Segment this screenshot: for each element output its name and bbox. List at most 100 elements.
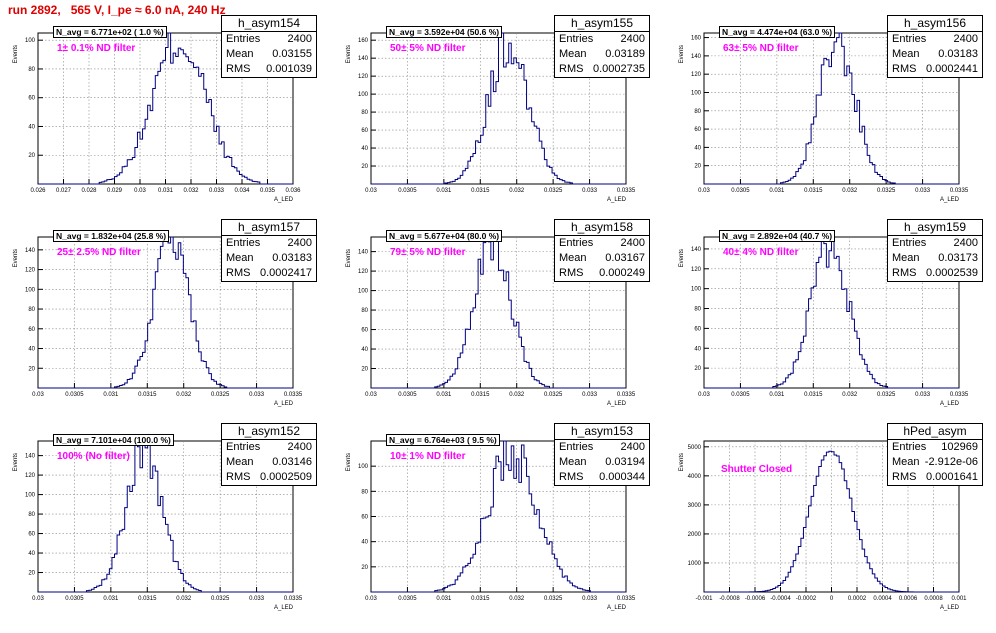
histogram-line — [704, 450, 959, 593]
x-tick-label: -0.0008 — [719, 596, 740, 602]
x-tick-label: 0.0335 — [284, 392, 303, 398]
x-tick-label: 0.029 — [107, 188, 123, 194]
y-tick-label: 20 — [694, 164, 701, 170]
stats-box: h_asym157 Entries 2400 Mean 0.03183 RMS 0.0002… — [221, 219, 317, 282]
histogram-name: h_asym154 — [222, 16, 316, 32]
stats-value: 0.000249 — [599, 267, 645, 279]
y-axis-title: Events — [13, 45, 19, 63]
x-tick-label: -0.001 — [695, 596, 713, 602]
x-tick-label: 0.0305 — [65, 392, 84, 398]
navg-label: N_avg = 6.764e+03 ( 9.5 %) — [386, 434, 500, 446]
stats-label: Mean — [559, 456, 587, 468]
y-tick-label: 60 — [28, 327, 35, 333]
stats-value: 0.0002441 — [926, 63, 978, 75]
stats-value: 0.03167 — [605, 252, 645, 264]
y-tick-label: 20 — [361, 164, 368, 170]
stats-label: Entries — [559, 237, 594, 249]
y-tick-label: 1000 — [688, 561, 702, 567]
stats-box: hPed_asym Entries 102969 Mean -2.912e-06 RMS 0… — [887, 423, 983, 486]
x-tick-label: 0.0305 — [398, 392, 417, 398]
stats-box: h_asym155 Entries 2400 Mean 0.03189 RMS 0.0002… — [554, 15, 650, 78]
x-tick-label: 0.03 — [365, 596, 377, 602]
stats-label: Entries — [892, 441, 927, 453]
navg-label: N_avg = 3.592e+04 (50.6 %) — [386, 26, 503, 38]
x-tick-label: 0.031 — [436, 596, 452, 602]
stats-row-entries: Entries 2400 — [222, 32, 316, 47]
y-axis-title: Events — [346, 45, 352, 63]
stats-box: h_asym154 Entries 2400 Mean 0.03155 RMS 0.0010… — [221, 15, 317, 78]
stats-label: Entries — [226, 237, 261, 249]
x-tick-label: 0.032 — [842, 392, 858, 398]
x-tick-label: 0.0305 — [398, 188, 417, 194]
x-tick-label: 0.027 — [56, 188, 72, 194]
x-tick-label: 0.0002 — [848, 596, 867, 602]
x-tick-label: 0.0335 — [284, 596, 303, 602]
stats-label: Mean — [892, 48, 920, 60]
stats-value: 0.000344 — [599, 471, 645, 483]
x-tick-label: 0.0305 — [731, 188, 750, 194]
x-tick-label: 0.0305 — [65, 596, 84, 602]
histogram-name: h_asym155 — [555, 16, 649, 32]
x-tick-label: 0.0325 — [877, 392, 896, 398]
x-tick-label: 0.033 — [582, 188, 598, 194]
histogram-line — [704, 236, 959, 389]
stats-label: RMS — [226, 471, 251, 483]
y-tick-label: 160 — [691, 36, 702, 42]
stats-value: 2400 — [620, 441, 645, 453]
stats-value: 102969 — [941, 441, 978, 453]
histogram-name: h_asym157 — [222, 220, 316, 236]
x-tick-label: 0.0325 — [544, 596, 563, 602]
x-tick-label: 0.0325 — [211, 392, 230, 398]
stats-row-mean: Mean 0.03173 — [888, 251, 982, 266]
x-axis-title: A_LED — [940, 197, 960, 203]
navg-label: N_avg = 6.771e+02 ( 1.0 %) — [53, 26, 167, 38]
stats-row-rms: RMS 0.001039 — [222, 62, 316, 77]
y-tick-label: 120 — [358, 74, 369, 80]
x-axis-title: A_LED — [607, 605, 627, 611]
y-tick-label: 20 — [361, 367, 368, 373]
x-tick-label: 0.033 — [209, 188, 225, 194]
stats-row-mean: Mean 0.03194 — [555, 455, 649, 470]
x-tick-label: 0.032 — [176, 596, 192, 602]
histogram-panel: 0.03 0.0305 0.031 0.0315 0.032 0.0325 0.033 0.0… — [666, 219, 996, 429]
y-tick-label: 80 — [694, 109, 701, 115]
y-tick-label: 40 — [28, 124, 35, 130]
y-tick-label: 20 — [28, 571, 35, 577]
stats-value: 0.03155 — [272, 48, 312, 60]
stats-label: Mean — [226, 252, 254, 264]
stats-label: Entries — [226, 33, 261, 45]
stats-value: 0.03183 — [272, 252, 312, 264]
y-tick-label: 80 — [28, 67, 35, 73]
y-tick-label: 160 — [358, 38, 369, 44]
histogram-panel: 0.03 0.0305 0.031 0.0315 0.032 0.0325 0.033 0.0… — [666, 15, 996, 225]
stats-value: 0.03194 — [605, 456, 645, 468]
x-tick-label: 0.031 — [103, 392, 119, 398]
stats-value: 0.0001641 — [926, 471, 978, 483]
x-tick-label: 0.0335 — [617, 188, 636, 194]
x-tick-label: 0.035 — [260, 188, 276, 194]
histogram-name: h_asym158 — [555, 220, 649, 236]
x-tick-label: 0.033 — [915, 392, 931, 398]
y-axis-title: Events — [13, 249, 19, 267]
x-tick-label: 0.001 — [951, 596, 967, 602]
navg-label: N_avg = 1.832e+04 (25.8 %) — [53, 230, 170, 242]
x-tick-label: 0.033 — [582, 392, 598, 398]
y-tick-label: 140 — [25, 248, 36, 254]
y-axis-title: Events — [679, 249, 685, 267]
x-tick-label: 0.031 — [436, 188, 452, 194]
stats-row-entries: Entries 2400 — [222, 236, 316, 251]
x-tick-label: 0.0325 — [877, 188, 896, 194]
y-tick-label: 80 — [28, 307, 35, 313]
y-axis-title: Events — [679, 45, 685, 63]
x-axis-title: A_LED — [274, 401, 294, 407]
x-tick-label: 0.03 — [698, 188, 710, 194]
stats-row-mean: Mean -2.912e-06 — [888, 455, 982, 470]
filter-label: 40± 4% ND filter — [723, 247, 799, 258]
y-tick-label: 140 — [691, 54, 702, 60]
stats-row-rms: RMS 0.0001641 — [888, 470, 982, 485]
y-tick-label: 40 — [694, 145, 701, 151]
y-tick-label: 40 — [28, 347, 35, 353]
stats-label: Mean — [559, 48, 587, 60]
x-tick-label: 0.0315 — [471, 596, 490, 602]
stats-box: h_asym156 Entries 2400 Mean 0.03183 RMS 0.0002… — [887, 15, 983, 78]
